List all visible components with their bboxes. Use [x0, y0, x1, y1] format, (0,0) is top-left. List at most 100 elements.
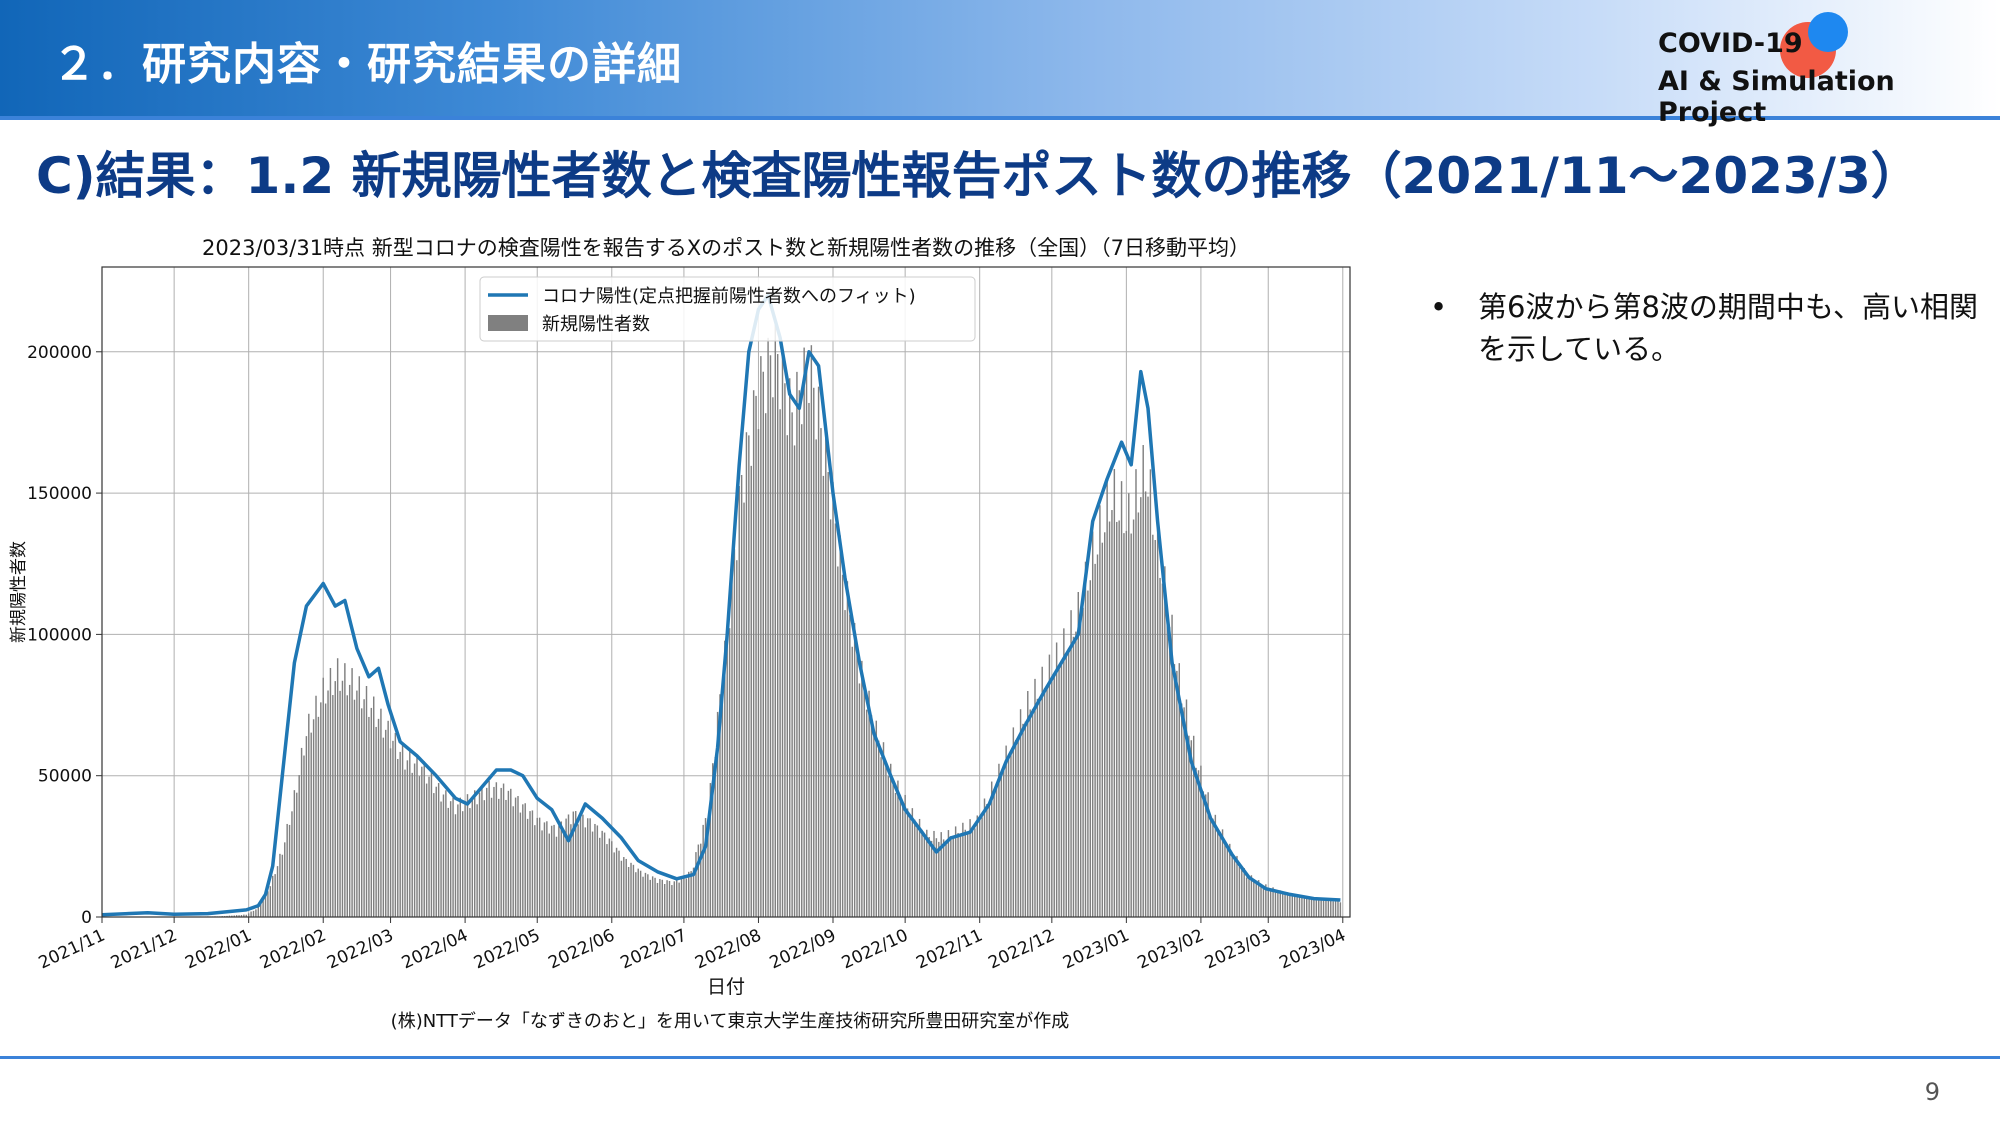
bar: [882, 742, 885, 917]
bar: [476, 804, 478, 917]
bar: [947, 830, 950, 917]
x-tick-label: 2023/04: [1276, 925, 1348, 973]
bar: [1135, 469, 1137, 917]
logo-text-project: AI & Simulation Project: [1658, 66, 1895, 128]
bar: [245, 914, 247, 917]
bar: [276, 866, 279, 917]
bar: [651, 876, 654, 917]
bar: [834, 523, 837, 917]
bar: [752, 390, 755, 917]
bar: [500, 787, 502, 917]
bar: [861, 660, 863, 917]
bar: [885, 760, 887, 917]
bar: [397, 758, 399, 917]
bar: [707, 819, 709, 917]
bar: [935, 838, 938, 917]
bar: [704, 818, 707, 917]
bar: [466, 794, 469, 917]
slide-title: C)結果：1.2 新規陽性者数と検査陽性報告ポスト数の推移（2021/11〜20…: [36, 147, 1921, 205]
bar: [954, 826, 957, 917]
bar: [1072, 636, 1075, 917]
legend-label-line: コロナ陽性(定点把握前陽性者数へのフィット): [542, 286, 916, 307]
legend-box: [479, 276, 976, 342]
bar: [1195, 767, 1197, 917]
bar: [1269, 888, 1272, 917]
bar: [1327, 899, 1330, 917]
bar: [348, 684, 351, 917]
bar: [404, 769, 406, 917]
bar: [461, 811, 464, 917]
bar: [1154, 540, 1156, 917]
bar: [377, 718, 380, 917]
y-tick-label: 200000: [27, 343, 92, 363]
bar: [611, 841, 613, 917]
bar: [736, 560, 738, 917]
bar: [728, 628, 731, 917]
legend-label-bar: 新規陽性者数: [542, 314, 650, 335]
bar: [1192, 735, 1195, 917]
bar: [1130, 533, 1132, 917]
bar: [1173, 664, 1176, 917]
bar: [1176, 670, 1178, 917]
bar: [558, 825, 560, 917]
x-tick-label: 2023/02: [1135, 925, 1207, 973]
bar: [1007, 756, 1010, 917]
bar: [1260, 885, 1262, 917]
bar: [1111, 510, 1113, 917]
bar: [1012, 727, 1015, 917]
bar: [639, 870, 642, 917]
bar: [486, 787, 488, 917]
bar: [692, 867, 695, 917]
bar: [413, 763, 416, 917]
bar: [688, 871, 690, 917]
bar: [1293, 893, 1296, 917]
bar: [582, 814, 584, 917]
bar: [1164, 566, 1166, 917]
bar: [334, 681, 336, 917]
bar: [589, 818, 591, 917]
bar: [469, 808, 471, 917]
bar: [839, 535, 841, 917]
bar: [786, 435, 789, 917]
bar: [1212, 818, 1214, 917]
bar: [625, 858, 627, 917]
bar: [950, 836, 952, 917]
bar: [437, 783, 440, 917]
bar: [654, 877, 656, 917]
x-tick-label: 2022/02: [257, 925, 329, 973]
bar: [1089, 580, 1092, 917]
bar: [1099, 505, 1101, 917]
bar: [695, 852, 697, 917]
bar: [740, 474, 743, 917]
bar: [435, 786, 437, 917]
bar: [531, 810, 534, 917]
bar: [1034, 678, 1036, 917]
bar: [644, 872, 647, 917]
bar: [296, 792, 298, 917]
bar: [495, 782, 498, 917]
bar: [1161, 583, 1164, 917]
bar: [974, 828, 976, 917]
bar: [498, 798, 500, 917]
bar: [1104, 532, 1106, 917]
bar: [815, 439, 817, 917]
bar: [471, 797, 474, 917]
bar: [1063, 628, 1065, 917]
bar: [1051, 677, 1053, 917]
bar: [606, 844, 608, 917]
bar: [841, 574, 844, 917]
x-tick-label: 2022/09: [767, 925, 839, 973]
bar: [382, 737, 385, 917]
bar: [892, 781, 894, 917]
x-tick-label: 2022/06: [545, 925, 617, 973]
bar: [320, 702, 322, 917]
bar: [1000, 772, 1003, 917]
bar: [700, 843, 702, 917]
bar: [1156, 517, 1159, 917]
bar: [1137, 512, 1140, 917]
bar: [1200, 765, 1202, 917]
bar: [856, 654, 858, 917]
bar: [329, 667, 332, 917]
bar: [1125, 530, 1128, 917]
bar: [1060, 664, 1063, 917]
